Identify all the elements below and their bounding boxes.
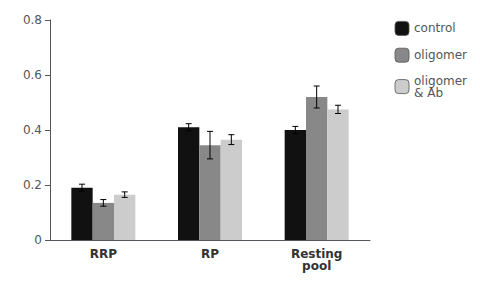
- svg-text:control: control: [414, 21, 456, 35]
- svg-text:pool: pool: [302, 259, 331, 273]
- svg-text:RRP: RRP: [90, 247, 117, 261]
- svg-text:Resting: Resting: [290, 247, 343, 261]
- svg-text:RP: RP: [201, 247, 219, 261]
- svg-text:& Ab: & Ab: [414, 86, 443, 100]
- svg-text:0.6: 0.6: [23, 68, 42, 82]
- svg-text:0.4: 0.4: [23, 123, 42, 137]
- svg-text:0.8: 0.8: [23, 13, 42, 27]
- svg-text:0.2: 0.2: [23, 178, 42, 192]
- svg-text:0: 0: [34, 233, 42, 247]
- svg-text:oligomer: oligomer: [414, 73, 467, 88]
- svg-text:oligomer: oligomer: [414, 48, 467, 62]
